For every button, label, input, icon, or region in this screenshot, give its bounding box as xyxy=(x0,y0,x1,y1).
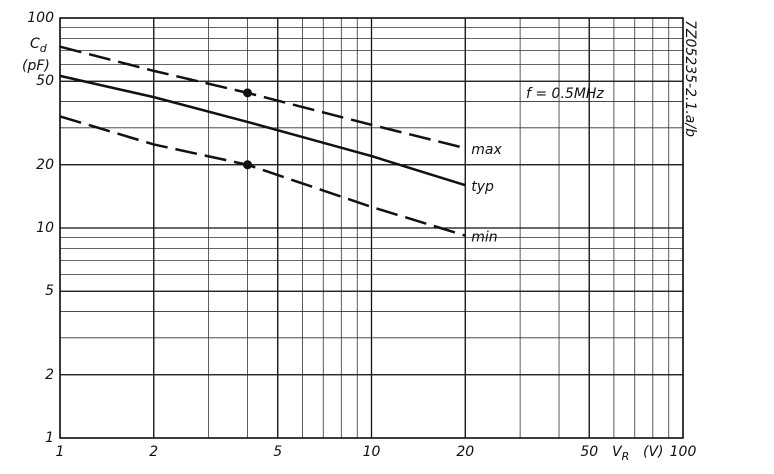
x-label-main: V xyxy=(612,444,623,460)
x-tick-label: 50 xyxy=(580,444,598,460)
y-tick-label: 1 xyxy=(45,430,54,446)
series-label: min xyxy=(471,230,497,246)
x-tick-label: 10 xyxy=(363,444,381,460)
series-label: max xyxy=(471,142,502,158)
side-code: 7Z05235-2.1.a/b xyxy=(682,20,698,137)
series-label: typ xyxy=(471,179,494,195)
y-label-unit: (pF) xyxy=(22,58,50,74)
x-tick-label: 2 xyxy=(149,444,158,460)
x-tick-label: 20 xyxy=(456,444,474,460)
y-tick-label: 2 xyxy=(45,367,54,383)
series-marker xyxy=(243,88,253,98)
x-label: VR xyxy=(612,444,629,463)
y-tick-label: 5 xyxy=(45,283,54,299)
annotation: f = 0.5MHz xyxy=(526,86,604,102)
y-tick-label: 50 xyxy=(36,73,54,89)
y-tick-label: 10 xyxy=(36,220,54,236)
y-label-main: C xyxy=(30,36,40,52)
series-marker xyxy=(243,160,253,170)
series-line xyxy=(59,45,466,150)
x-tick-label: 5 xyxy=(273,444,282,460)
y-label-sub: d xyxy=(40,42,48,55)
y-label: Cd xyxy=(30,36,48,55)
y-tick-label: 100 xyxy=(27,10,54,26)
y-tick-label: 20 xyxy=(36,157,54,173)
x-tick-label: 1 xyxy=(56,444,65,460)
plot-frame xyxy=(59,17,684,439)
x-label-unit: (V) xyxy=(643,444,664,460)
x-tick-label: 100 xyxy=(670,444,697,460)
x-label-sub: R xyxy=(622,450,630,463)
series-line xyxy=(59,115,466,237)
series-line xyxy=(59,74,466,187)
